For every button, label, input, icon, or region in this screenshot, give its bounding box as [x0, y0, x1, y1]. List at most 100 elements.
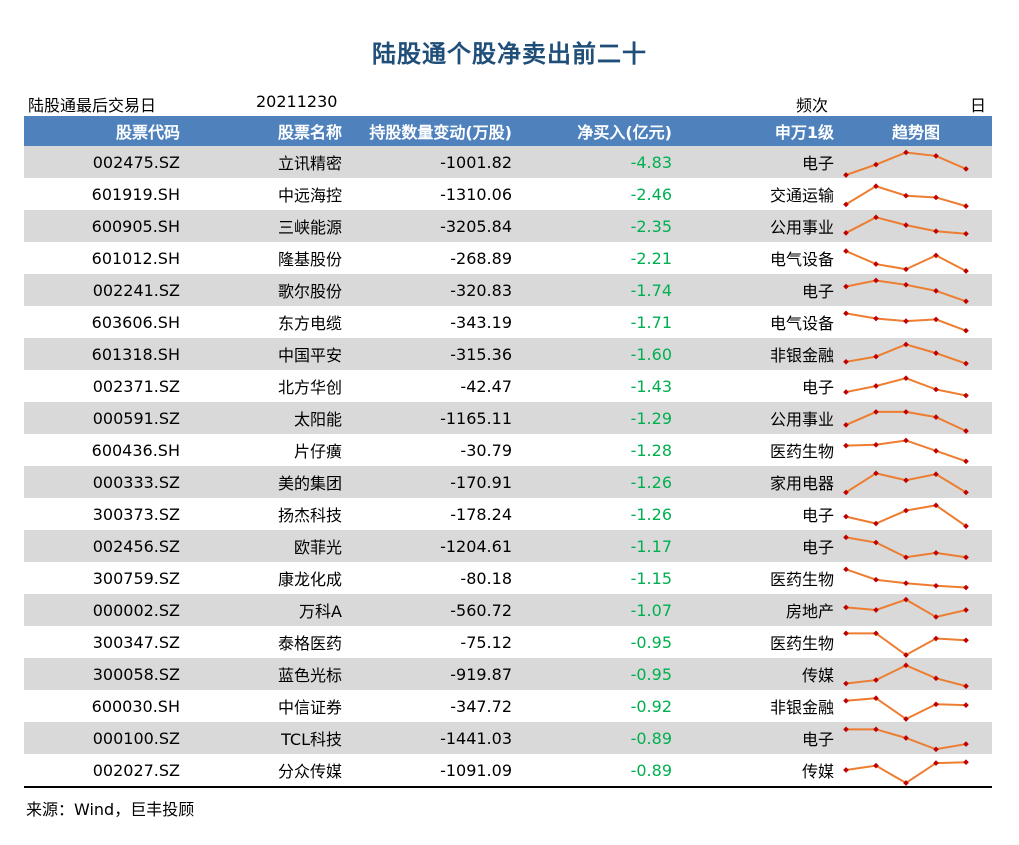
cell-net-buy: -1.26	[518, 466, 678, 498]
sparkline-point	[903, 507, 909, 514]
cell-industry: 电子	[678, 530, 840, 562]
sparkline-point	[933, 635, 939, 642]
sparkline-point	[903, 735, 909, 741]
cell-code: 002456.SZ	[24, 530, 186, 562]
cell-industry: 家用电器	[678, 466, 840, 498]
col-header-name: 股票名称	[186, 116, 348, 146]
sparkline-point	[933, 194, 939, 201]
sparkline-point	[903, 192, 909, 199]
sparkline-point	[903, 281, 909, 288]
sparkline-point	[933, 502, 939, 509]
cell-change: -178.24	[348, 498, 518, 530]
cell-name: 美的集团	[186, 466, 348, 498]
sparkline-point	[843, 513, 849, 520]
sparkline-point	[873, 576, 879, 583]
cell-net-buy: -0.89	[518, 722, 678, 754]
cell-trend	[840, 210, 992, 242]
sparkline-line	[845, 343, 967, 365]
cell-name: 泰格医药	[186, 626, 348, 658]
meta-row: 陆股通最后交易日 20211230 频次 日	[24, 90, 992, 115]
cell-code: 600905.SH	[24, 210, 186, 242]
cell-change: -1091.09	[348, 754, 518, 788]
cell-change: -3205.84	[348, 210, 518, 242]
cell-industry: 电子	[678, 722, 840, 754]
cell-trend	[840, 562, 992, 594]
sparkline-point	[873, 383, 879, 389]
cell-name: 分众传媒	[186, 754, 348, 788]
cell-code: 600030.SH	[24, 690, 186, 722]
cell-change: -343.19	[348, 306, 518, 338]
source-note: 来源：Wind，巨丰投顾	[26, 800, 195, 819]
cell-industry: 医药生物	[678, 626, 840, 658]
cell-net-buy: -0.92	[518, 690, 678, 722]
cell-trend	[840, 306, 992, 338]
sparkline-point	[903, 662, 909, 669]
cell-net-buy: -1.15	[518, 562, 678, 594]
sparkline-line	[845, 664, 967, 688]
sparkline-point	[903, 780, 909, 786]
cell-name: TCL科技	[186, 722, 348, 754]
sparkline-point	[933, 252, 939, 259]
sparkline-point	[873, 762, 879, 769]
sparkline-point	[873, 695, 879, 702]
sparkline-point	[843, 630, 849, 637]
col-header-industry: 申万1级	[678, 116, 840, 146]
cell-name: 中国平安	[186, 338, 348, 370]
cell-change: -42.47	[348, 370, 518, 402]
cell-trend	[840, 434, 992, 466]
cell-code: 601919.SH	[24, 178, 186, 210]
cell-industry: 电气设备	[678, 306, 840, 338]
cell-trend	[840, 690, 992, 722]
cell-change: -1001.82	[348, 146, 518, 178]
sparkline-point	[873, 315, 879, 322]
sparkline-point	[843, 489, 849, 496]
sparkline-point	[933, 414, 939, 420]
cell-change: -919.87	[348, 658, 518, 690]
sparkline-point	[963, 637, 969, 644]
sparkline-point	[873, 353, 879, 360]
sparkline-point	[903, 318, 909, 324]
sparkline-point	[903, 596, 909, 603]
sparkline-point	[933, 746, 939, 753]
sparkline-point	[933, 582, 939, 589]
sparkline-point	[903, 341, 909, 348]
cell-trend	[840, 626, 992, 658]
sparkline-point	[933, 760, 939, 766]
sparkline-point	[963, 523, 969, 529]
cell-net-buy: -0.89	[518, 754, 678, 788]
cell-name: 北方华创	[186, 370, 348, 402]
cell-industry: 电子	[678, 274, 840, 306]
cell-code: 000591.SZ	[24, 402, 186, 434]
trend-sparkline	[843, 437, 969, 465]
sparkline-point	[933, 350, 939, 356]
sparkline-line	[845, 536, 967, 559]
sparkline-point	[963, 683, 969, 689]
cell-industry: 传媒	[678, 754, 840, 788]
table-row: 002371.SZ 北方华创 -42.47 -1.43 电子	[24, 370, 992, 402]
cell-name: 蓝色光标	[186, 658, 348, 690]
cell-net-buy: -4.83	[518, 146, 678, 178]
trend-sparkline	[843, 502, 969, 529]
sparkline-point	[963, 489, 969, 496]
sparkline-point	[903, 477, 909, 484]
cell-industry: 医药生物	[678, 434, 840, 466]
table-row: 300058.SZ 蓝色光标 -919.87 -0.95 传媒	[24, 658, 992, 690]
sparkline-point	[963, 428, 969, 434]
cell-change: -1310.06	[348, 178, 518, 210]
sparkline-point	[933, 153, 939, 159]
cell-name: 歌尔股份	[186, 274, 348, 306]
sparkline-point	[963, 327, 969, 334]
cell-change: -170.91	[348, 466, 518, 498]
cell-net-buy: -1.71	[518, 306, 678, 338]
sparkline-point	[873, 630, 879, 637]
table-row: 300759.SZ 康龙化成 -80.18 -1.15 医药生物	[24, 562, 992, 594]
cell-name: 三峡能源	[186, 210, 348, 242]
cell-code: 000002.SZ	[24, 594, 186, 626]
sparkline-point	[963, 584, 969, 591]
table-row: 601919.SH 中远海控 -1310.06 -2.46 交通运输	[24, 178, 992, 210]
table-row: 000100.SZ TCL科技 -1441.03 -0.89 电子	[24, 722, 992, 754]
sparkline-point	[903, 554, 909, 561]
cell-code: 000333.SZ	[24, 466, 186, 498]
cell-code: 603606.SH	[24, 306, 186, 338]
sparkline-point	[843, 230, 849, 236]
